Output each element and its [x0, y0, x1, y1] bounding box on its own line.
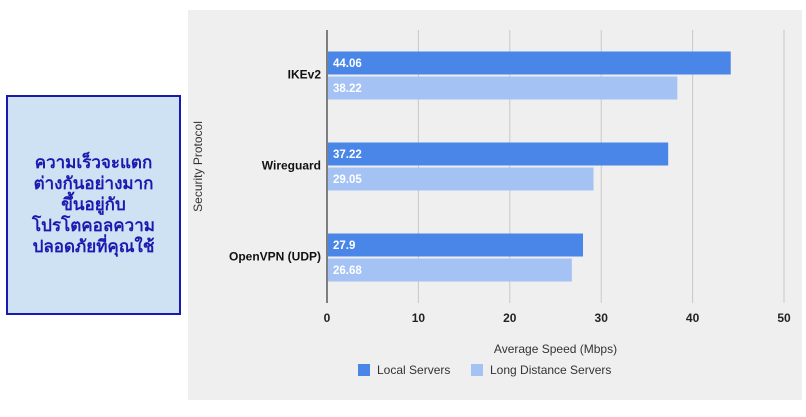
- chart-panel: 0 10 20 30 40 50 IKEv2 44.06 38.22 Wireguard 37.22…: [188, 10, 802, 400]
- data-label: 38.22: [333, 83, 362, 95]
- callout-text: ความเร็วจะแตก ต่างกันอย่างมาก ขึ้นอยู่กั…: [32, 152, 155, 257]
- x-tick-label: 20: [503, 311, 517, 325]
- x-tick-label: 30: [595, 311, 609, 325]
- legend-swatch-long-distance: [471, 364, 483, 376]
- category-label: OpenVPN (UDP): [229, 250, 321, 264]
- bar: [328, 258, 572, 282]
- data-label: 26.68: [333, 265, 362, 277]
- x-tick-label: 10: [412, 311, 426, 325]
- x-tick-label: 40: [686, 311, 700, 325]
- bar: [328, 233, 584, 257]
- bar: [328, 51, 731, 75]
- legend-label-long-distance: Long Distance Servers: [490, 363, 611, 377]
- bar: [328, 167, 594, 191]
- callout-box: ความเร็วจะแตก ต่างกันอย่างมาก ขึ้นอยู่กั…: [6, 95, 181, 315]
- y-axis-title: Security Protocol: [191, 121, 205, 212]
- speed-chart: 0 10 20 30 40 50 IKEv2 44.06 38.22 Wireguard 37.22…: [191, 30, 791, 377]
- bar: [328, 142, 669, 166]
- data-label: 44.06: [333, 58, 362, 70]
- x-tick-label: 0: [324, 311, 331, 325]
- data-label: 37.22: [333, 149, 362, 161]
- category-label: IKEv2: [288, 68, 322, 82]
- legend-swatch-local: [358, 364, 370, 376]
- legend-label-local: Local Servers: [377, 363, 450, 377]
- data-label: 27.9: [333, 240, 355, 252]
- data-label: 29.05: [333, 174, 362, 186]
- x-axis-title: Average Speed (Mbps): [494, 342, 617, 356]
- bar: [328, 76, 678, 100]
- category-label: Wireguard: [262, 159, 321, 173]
- x-tick-label: 50: [777, 311, 791, 325]
